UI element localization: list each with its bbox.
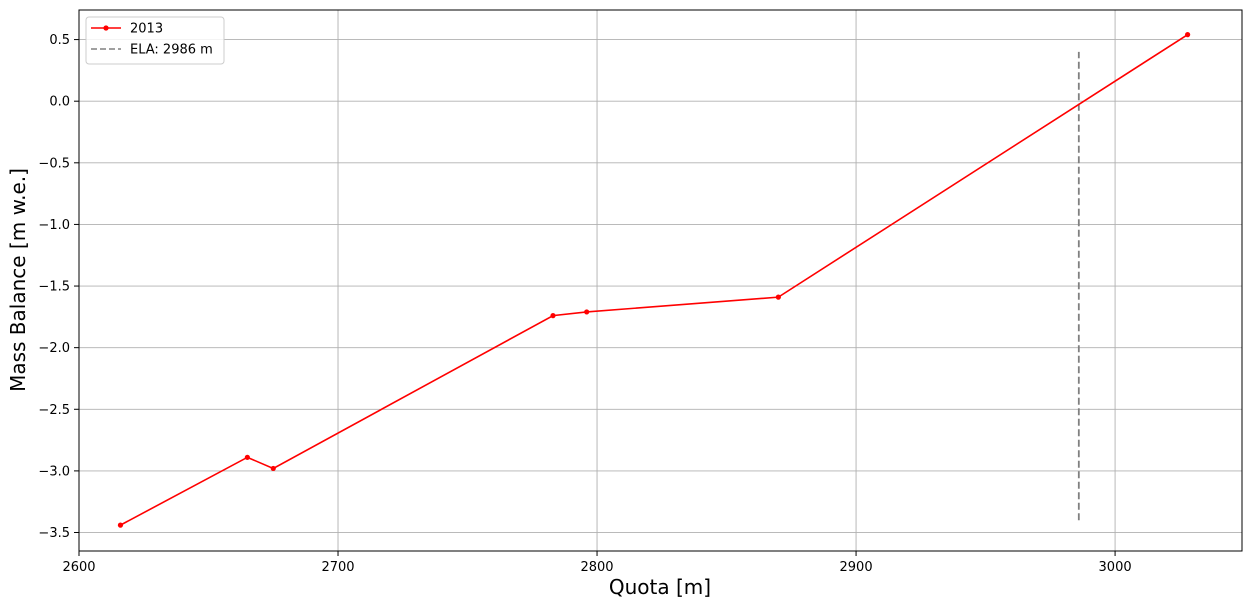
x-tick-label: 2900	[840, 560, 873, 575]
legend-label-ela: ELA: 2986 m	[130, 43, 213, 58]
plot-area	[79, 10, 1242, 551]
data-point	[1185, 32, 1191, 38]
y-tick-label: −2.0	[38, 341, 70, 356]
y-tick-label: −3.5	[38, 526, 70, 541]
y-tick-label: −0.5	[38, 156, 70, 171]
legend-marker-2013	[103, 25, 109, 31]
y-tick-label: 0.5	[49, 33, 70, 48]
data-point	[117, 522, 124, 528]
y-tick-label: −3.0	[38, 464, 70, 479]
y-tick-label: 0.0	[49, 95, 70, 110]
data-point	[550, 313, 556, 319]
data-point	[584, 309, 590, 315]
x-tick-label: 3000	[1099, 560, 1132, 575]
data-series	[117, 32, 1191, 528]
data-point	[775, 294, 781, 300]
x-tick-label: 2700	[321, 560, 354, 575]
legend: 2013 ELA: 2986 m	[85, 16, 225, 65]
plot-frame	[78, 9, 1243, 552]
data-point	[270, 465, 276, 472]
grid	[78, 10, 1242, 551]
y-axis-label: Mass Balance [m w.e.]	[6, 168, 30, 392]
data-point	[244, 454, 250, 460]
y-tick-label: −1.0	[38, 218, 70, 233]
y-tick-label: −1.5	[38, 280, 70, 295]
x-tick-label: 2800	[580, 560, 613, 575]
axis-ticks: 2600 2700 2800 2900 3000 0.5 0.0 −0.5 −1.0 −1.5 −2…	[38, 33, 1131, 575]
x-axis-label: Quota [m]	[609, 575, 711, 599]
legend-label-2013: 2013	[130, 22, 163, 37]
x-tick-label: 2600	[62, 560, 95, 575]
y-tick-label: −2.5	[38, 403, 70, 418]
